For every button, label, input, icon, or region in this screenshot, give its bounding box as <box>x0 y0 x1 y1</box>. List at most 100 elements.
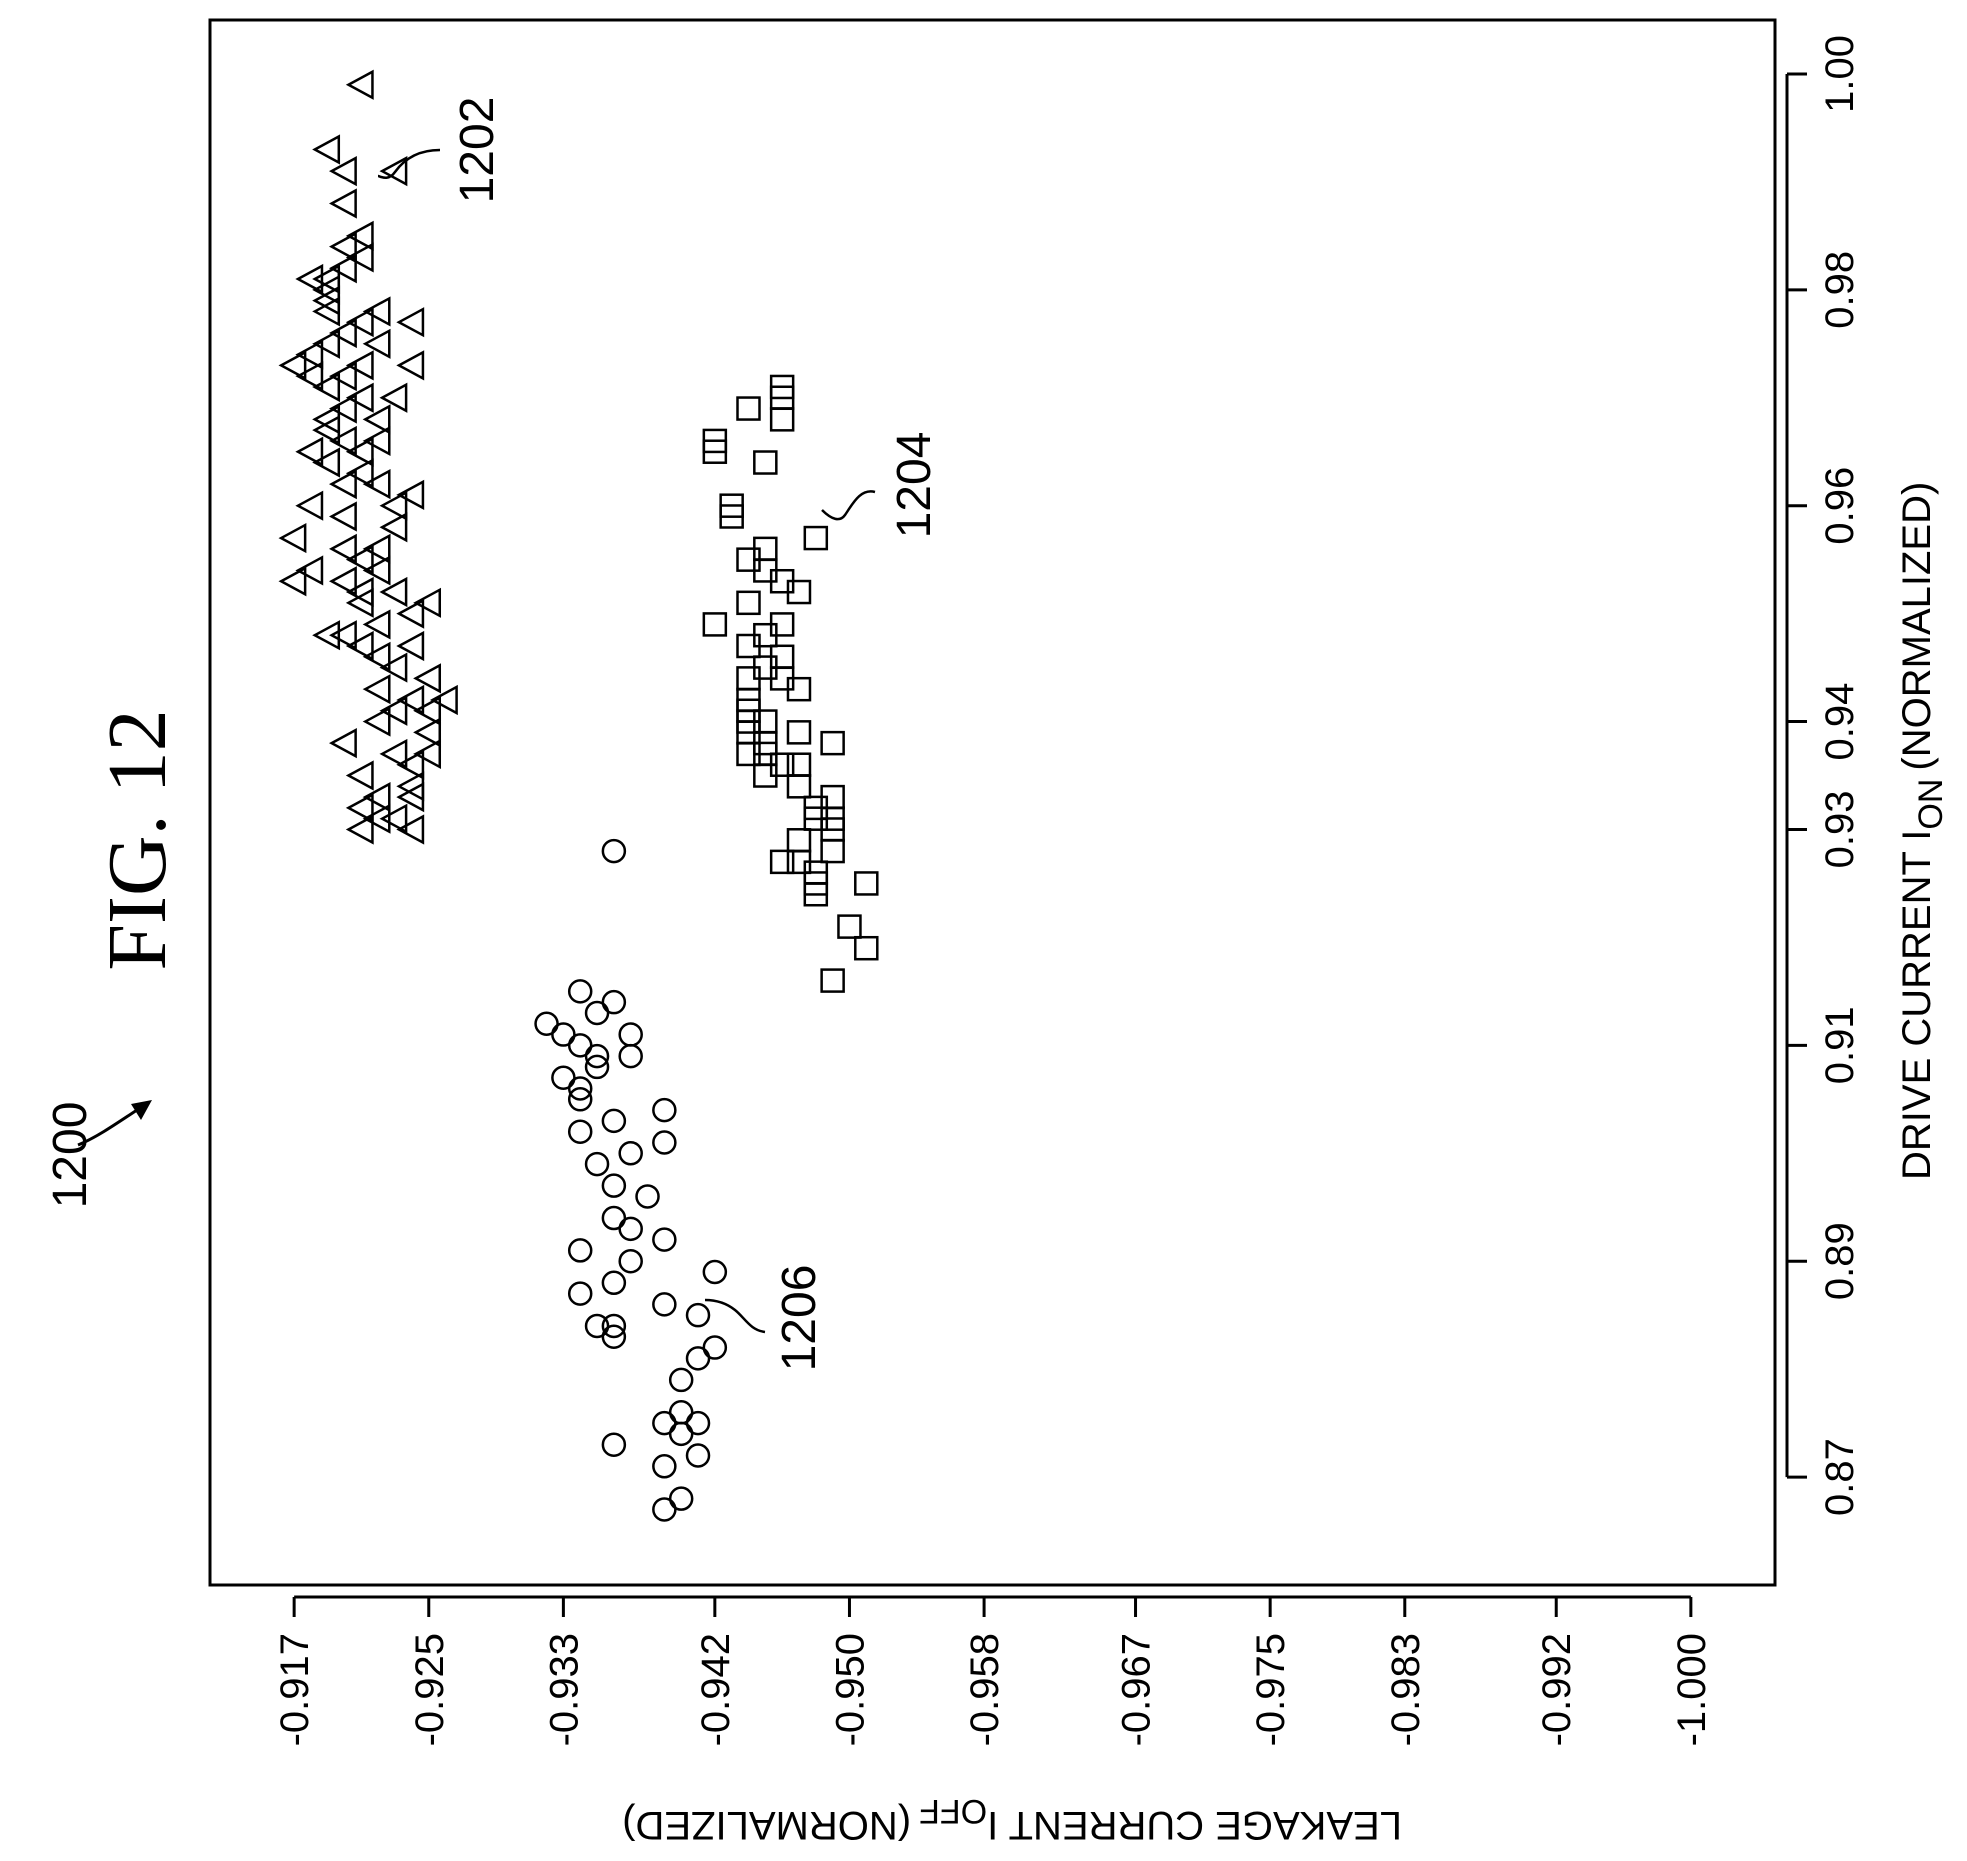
data-point-triangle <box>413 695 442 726</box>
data-point-triangle <box>396 350 425 381</box>
data-point-triangle <box>328 361 357 392</box>
data-point-square <box>786 774 812 799</box>
data-point-triangle <box>345 436 374 467</box>
figure-ref-number: 1200 <box>44 1102 97 1209</box>
data-point-triangle <box>413 738 442 770</box>
data-point-triangle <box>413 663 442 694</box>
data-point-triangle <box>328 728 357 759</box>
data-point-triangle <box>396 479 425 510</box>
data-point-square <box>820 838 845 864</box>
y-tick-label: -1.000 <box>1670 1633 1714 1746</box>
data-point-triangle <box>328 156 357 187</box>
data-point-circle <box>601 838 627 864</box>
y-tick-label: -0.925 <box>408 1633 452 1746</box>
data-point-triangle <box>345 69 374 100</box>
data-point-circle <box>551 1022 576 1047</box>
data-point-triangle <box>295 436 324 467</box>
data-point-circle <box>601 1432 627 1457</box>
data-point-triangle <box>328 425 357 457</box>
data-point-circle <box>551 1065 576 1090</box>
y-axis-title-suffix: (NORMALIZED) <box>622 1803 911 1847</box>
x-axis-title-main: DRIVE CURRENT I <box>1895 830 1939 1180</box>
data-point-triangle <box>328 501 357 532</box>
x-tick-label: 0.91 <box>1818 1006 1862 1084</box>
data-point-triangle <box>379 382 408 413</box>
data-point-circle <box>635 1184 660 1209</box>
data-point-triangle <box>379 490 408 521</box>
data-point-triangle <box>328 533 357 564</box>
x-tick-label: 0.89 <box>1818 1222 1862 1300</box>
data-point-circle <box>702 1335 728 1360</box>
data-point-circle <box>601 1205 627 1231</box>
data-point-circle <box>534 1011 559 1037</box>
data-point-triangle <box>345 630 374 662</box>
data-point-circle <box>567 1281 593 1306</box>
x-axis-title-suffix: (NORMALIZED) <box>1895 482 1939 771</box>
data-point-square <box>719 504 744 529</box>
data-point-circle <box>584 1151 610 1177</box>
data-point-triangle <box>379 695 408 726</box>
data-point-square <box>736 396 761 421</box>
data-point-circle <box>652 1097 677 1123</box>
callout-label-1204: 1204 <box>888 432 941 539</box>
data-point-triangle <box>328 317 357 349</box>
data-point-circle <box>668 1400 694 1425</box>
data-point-circle <box>601 1108 627 1134</box>
data-point-square <box>854 871 879 896</box>
data-point-circle <box>567 979 593 1004</box>
data-point-square <box>837 914 862 939</box>
data-point-triangle <box>345 220 374 251</box>
data-point-circle <box>618 1141 643 1166</box>
data-point-circle <box>652 1454 677 1479</box>
data-point-triangle <box>328 469 357 500</box>
data-point-circle <box>702 1259 728 1285</box>
data-point-circle <box>652 1130 677 1155</box>
data-point-triangle <box>413 587 442 618</box>
data-point-triangle <box>379 576 408 608</box>
y-tick-label: -0.958 <box>963 1633 1007 1746</box>
data-point-triangle <box>328 393 357 424</box>
data-point-circle <box>652 1292 677 1317</box>
plot-area <box>208 18 1777 1587</box>
series-callouts: 1202 1204 1206 <box>377 97 941 1372</box>
data-point-triangle <box>362 803 391 834</box>
data-point-circle <box>584 1054 610 1080</box>
data-point-circle <box>668 1421 694 1447</box>
data-point-triangle <box>278 522 307 554</box>
data-point-square <box>736 741 761 767</box>
y-tick-label: -0.950 <box>828 1633 872 1746</box>
callout-leader-1202 <box>377 148 441 179</box>
data-point-square <box>769 407 795 432</box>
data-point-circle <box>584 1313 610 1339</box>
data-point-triangle <box>312 296 341 327</box>
data-point-triangle <box>362 425 391 457</box>
data-point-triangle <box>379 803 408 834</box>
y-tick-label: -0.933 <box>542 1633 586 1746</box>
x-tick-label: 0.93 <box>1818 791 1862 869</box>
data-point-circle <box>584 1043 610 1069</box>
y-tick-label: -0.975 <box>1249 1633 1293 1746</box>
data-point-circle <box>567 1033 593 1058</box>
x-axis-title: DRIVE CURRENT ION (NORMALIZED) <box>1895 482 1950 1180</box>
y-axis: -0.917 -0.925 -0.933 -0.942 -0.950 -0.958 -0.9… <box>273 1595 1714 1746</box>
data-point-triangle <box>345 544 374 575</box>
data-point-triangle <box>362 533 391 564</box>
data-point-square <box>753 763 778 788</box>
ref-arrow-head-icon <box>131 1100 152 1120</box>
data-point-circle <box>685 1346 711 1371</box>
data-point-triangle <box>362 674 391 705</box>
data-point-triangle <box>312 371 341 403</box>
data-point-triangle <box>345 587 374 618</box>
data-point-triangle <box>328 188 357 219</box>
data-point-triangle <box>328 620 357 651</box>
callout-label-1206: 1206 <box>773 1265 826 1372</box>
y-axis-title-subscript: OFF <box>919 1792 987 1830</box>
data-point-triangle <box>396 630 425 662</box>
data-point-circle <box>668 1367 694 1393</box>
data-point-triangle <box>413 717 442 748</box>
data-point-triangle <box>362 782 391 813</box>
ref-leader-arrow <box>77 1106 141 1147</box>
y-tick-label: -0.917 <box>273 1633 317 1746</box>
data-point-circle <box>618 1022 643 1047</box>
data-point-triangle <box>345 350 374 381</box>
